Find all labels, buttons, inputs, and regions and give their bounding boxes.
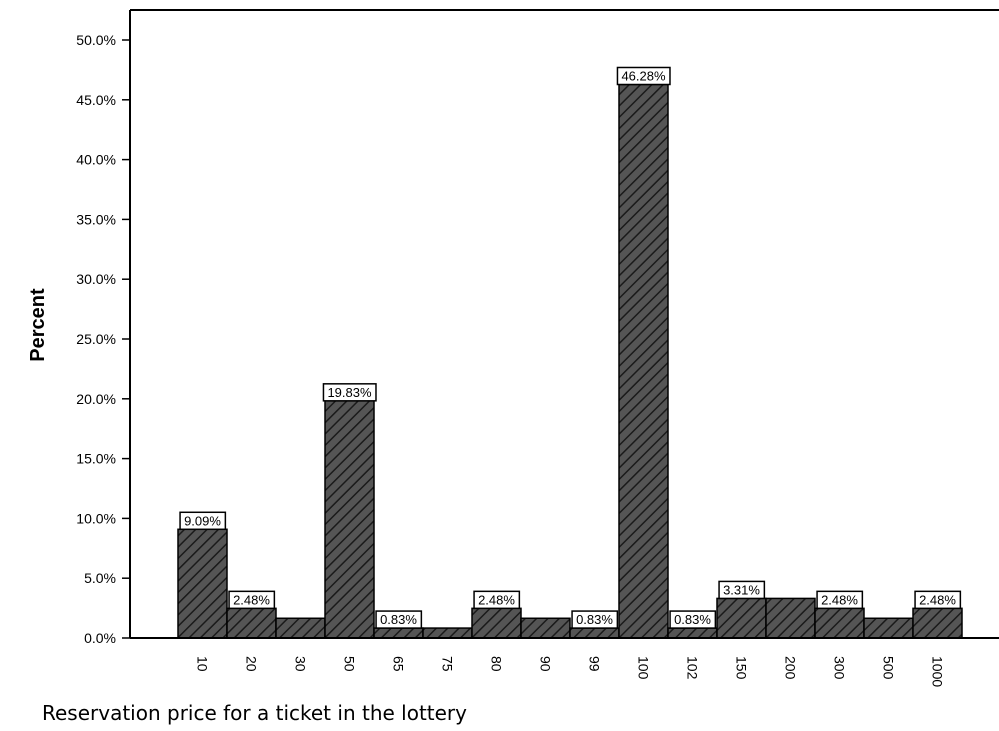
bar xyxy=(569,627,620,639)
bar xyxy=(275,617,326,639)
data-label-box xyxy=(228,590,276,610)
y-tick-label: 20.0% xyxy=(76,391,116,407)
data-label: 46.28% xyxy=(616,66,671,86)
data-label-box xyxy=(914,590,962,610)
bar xyxy=(667,627,718,639)
y-tick-label: 25.0% xyxy=(76,331,116,347)
data-label: 2.48% xyxy=(228,590,276,610)
y-axis-label: Percent xyxy=(27,288,49,362)
data-label: 0.83% xyxy=(375,610,423,629)
data-label-text: 0.83% xyxy=(674,612,711,627)
data-label-text: 46.28% xyxy=(621,68,666,83)
data-label-text: 2.48% xyxy=(919,592,956,607)
data-label-box xyxy=(816,590,864,610)
bar xyxy=(716,597,767,639)
bars xyxy=(177,83,963,639)
x-tick-label: 20 xyxy=(244,656,260,672)
x-tick-label: 500 xyxy=(881,656,897,680)
x-tick-label: 10 xyxy=(195,656,211,672)
data-label-box xyxy=(322,383,377,402)
bar xyxy=(226,607,277,639)
data-label-text: 3.31% xyxy=(723,582,760,597)
bar xyxy=(422,627,473,639)
y-tick-label: 5.0% xyxy=(84,570,116,586)
data-label: 2.48% xyxy=(914,590,962,610)
data-label: 2.48% xyxy=(473,590,521,610)
bar xyxy=(618,83,669,639)
y-axis: 0.0% 5.0% 10.0% 15.0% 20.0% 25.0% 30.0% 35.0% 40… xyxy=(76,32,130,646)
data-label-text: 0.83% xyxy=(576,612,613,627)
bar xyxy=(863,617,914,639)
data-label-text: 19.83% xyxy=(327,385,372,400)
x-tick-label: 300 xyxy=(832,656,848,680)
y-tick-label: 0.0% xyxy=(84,630,116,646)
x-tick-label: 99 xyxy=(587,656,603,672)
data-label: 3.31% xyxy=(718,580,766,600)
data-label: 2.48% xyxy=(816,590,864,610)
data-label-box xyxy=(179,511,227,531)
data-label-box xyxy=(616,66,671,86)
plot-frame xyxy=(129,9,999,639)
x-tick-label: 80 xyxy=(489,656,505,672)
x-tick-label: 1000 xyxy=(930,656,946,687)
x-tick-label: 50 xyxy=(342,656,358,672)
y-tick-label: 35.0% xyxy=(76,211,116,227)
y-tick-label: 15.0% xyxy=(76,451,116,467)
x-tick-label: 75 xyxy=(440,656,456,672)
y-tick-label: 45.0% xyxy=(76,92,116,108)
x-tick-label: 90 xyxy=(538,656,554,672)
bar xyxy=(814,607,865,639)
bar xyxy=(520,617,571,639)
bar xyxy=(373,627,424,639)
bar xyxy=(912,607,963,639)
bar-chart: Percent 0.0% 5.0% 10.0% 15.0% 20.0% 25.0% 30.0… xyxy=(27,9,999,687)
data-label-text: 2.48% xyxy=(821,592,858,607)
data-label-text: 9.09% xyxy=(184,513,221,528)
data-label: 19.83% xyxy=(322,383,377,402)
x-tick-label: 150 xyxy=(734,656,750,680)
x-tick-label: 30 xyxy=(293,656,309,672)
bar xyxy=(765,597,816,639)
data-label-box xyxy=(375,610,423,629)
y-tick-label: 50.0% xyxy=(76,32,116,48)
x-tick-label: 102 xyxy=(685,656,701,680)
y-tick-label: 10.0% xyxy=(76,510,116,526)
bar xyxy=(324,400,375,639)
data-label-box xyxy=(718,580,766,600)
data-label-box xyxy=(473,590,521,610)
y-tick-label: 40.0% xyxy=(76,152,116,168)
data-label: 9.09% xyxy=(179,511,227,531)
data-label-text: 2.48% xyxy=(233,592,270,607)
x-axis-label: Reservation price for a ticket in the lo… xyxy=(42,701,467,725)
bar xyxy=(177,528,228,639)
data-label-box xyxy=(669,610,717,629)
x-tick-label: 100 xyxy=(636,656,652,680)
x-axis: 10 20 30 50 65 75 80 90 99 100 102 150 200 300 500 1000 xyxy=(195,656,946,687)
x-tick-label: 200 xyxy=(783,656,799,680)
data-label: 0.83% xyxy=(669,610,717,629)
x-tick-label: 65 xyxy=(391,656,407,672)
data-label-text: 2.48% xyxy=(478,592,515,607)
data-label-box xyxy=(571,610,619,629)
data-label-text: 0.83% xyxy=(380,612,417,627)
bar xyxy=(471,607,522,639)
data-labels: 9.09% 2.48% 19.83% 0.83% 2.48% 0.83% 46.28% 0.8… xyxy=(179,66,962,629)
y-tick-label: 30.0% xyxy=(76,271,116,287)
data-label: 0.83% xyxy=(571,610,619,629)
